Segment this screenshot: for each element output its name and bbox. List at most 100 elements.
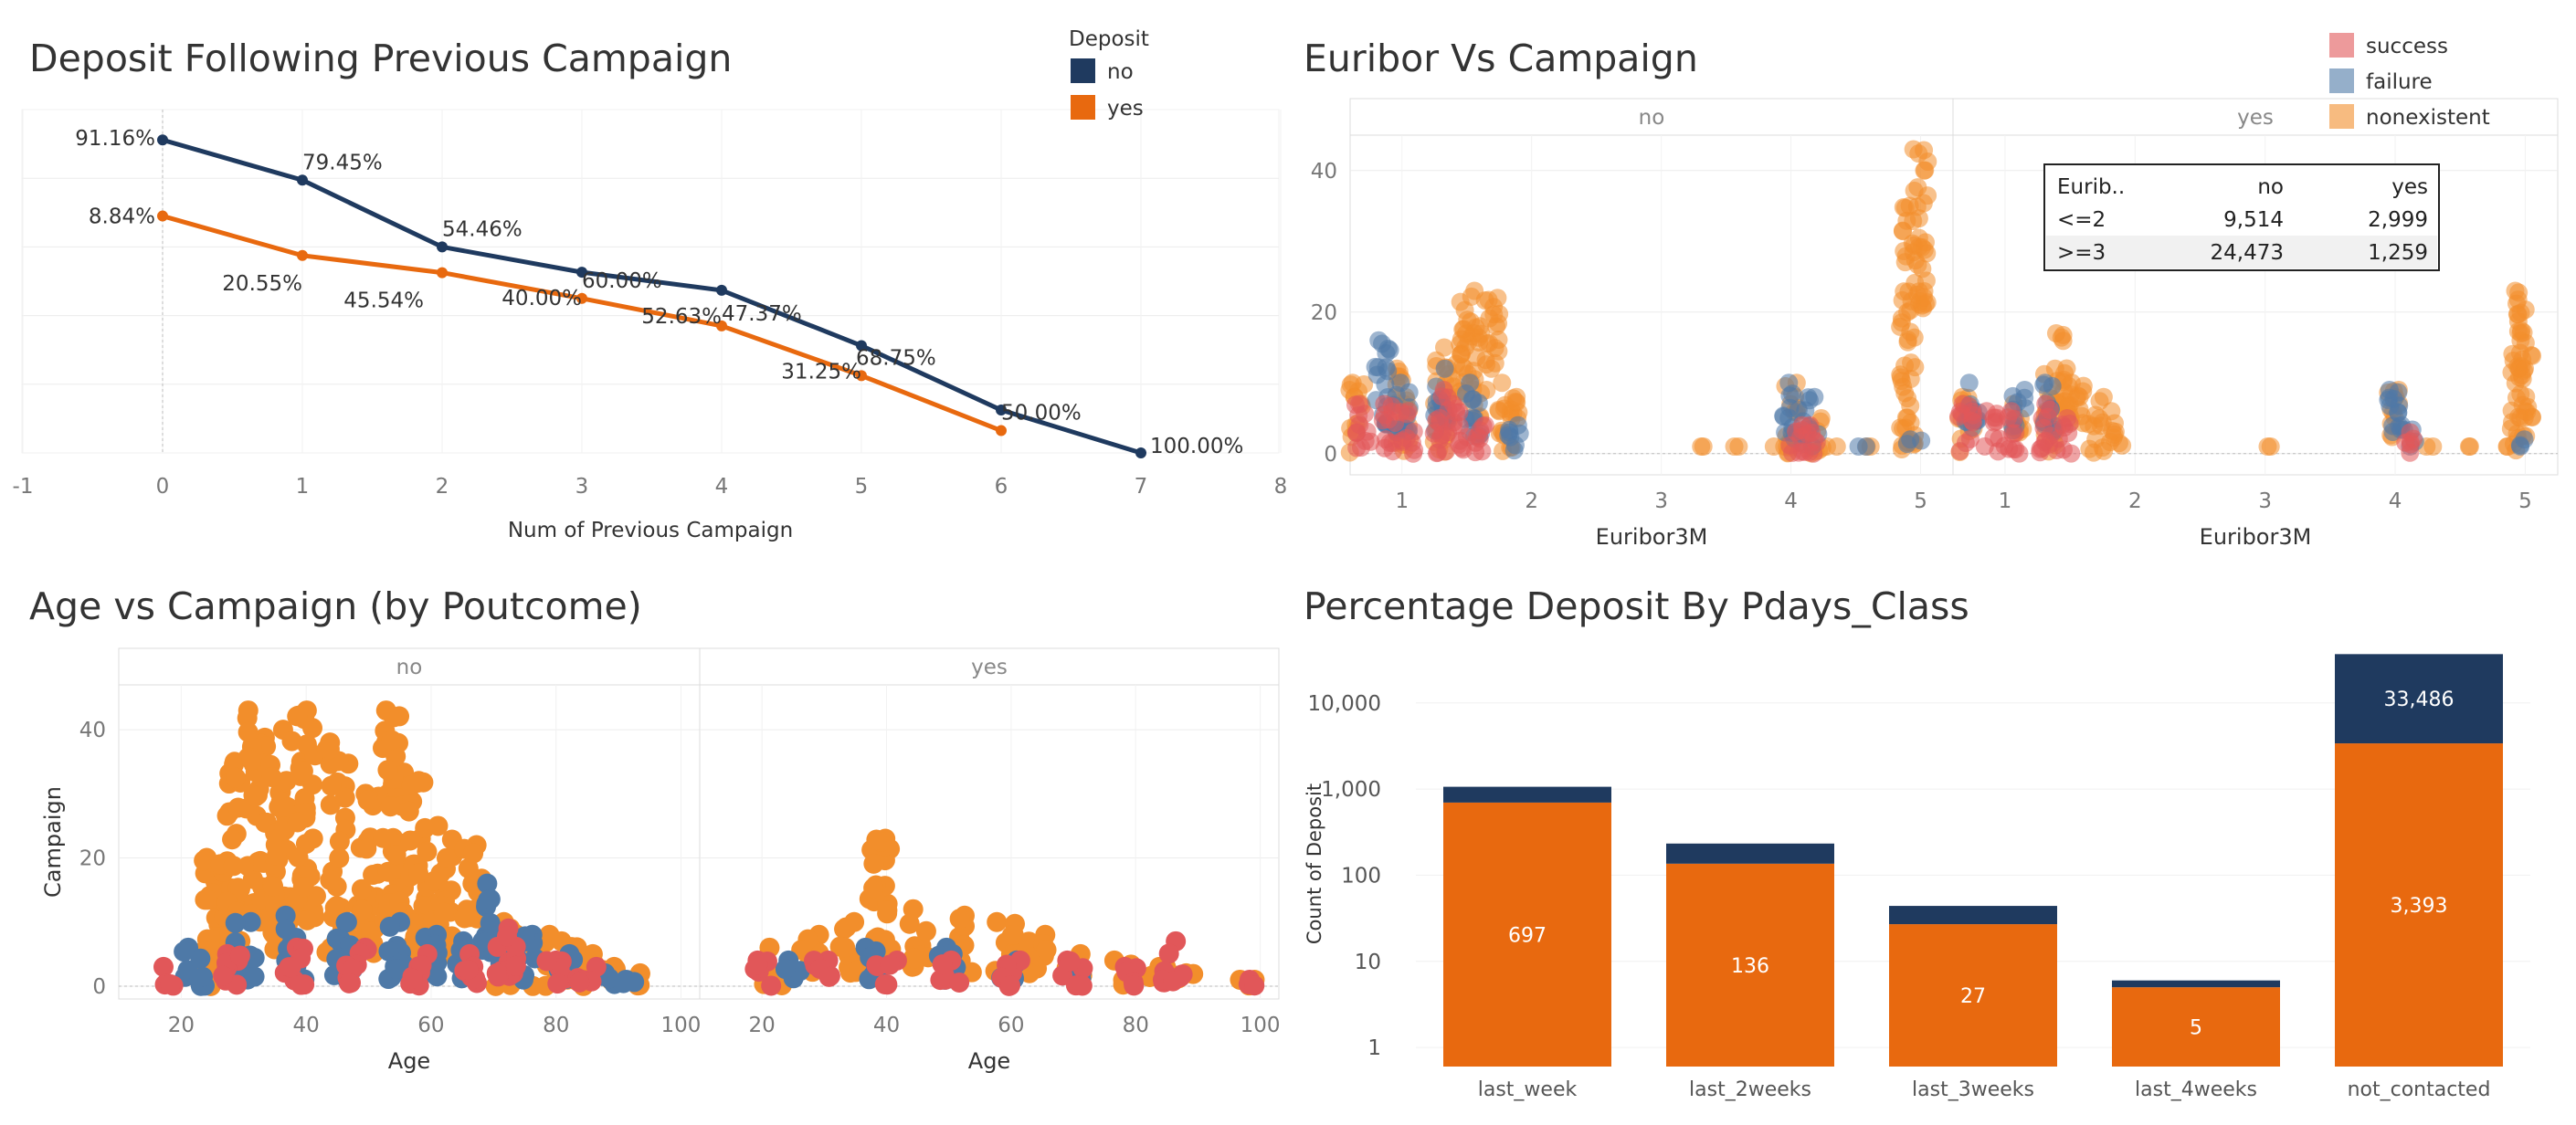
point-success <box>2004 409 2023 428</box>
point-nonexistent <box>1003 924 1024 945</box>
point-success <box>402 968 423 989</box>
point-nonexistent <box>1909 144 1928 163</box>
data-label-yes: 20.55% <box>222 272 302 296</box>
point-success <box>949 972 970 993</box>
point-success <box>2006 440 2025 459</box>
point-nonexistent <box>352 899 373 920</box>
table-cell: 2,999 <box>2368 208 2428 232</box>
point-failure <box>1800 391 1819 410</box>
x-tick-label: 2 <box>436 475 449 499</box>
point-failure <box>1435 359 1454 378</box>
point-nonexistent <box>407 773 428 794</box>
table-cell: 24,473 <box>2211 241 2284 265</box>
point-nonexistent <box>2516 402 2535 421</box>
y-tick-label: 20 <box>1311 301 1337 325</box>
point-nonexistent <box>222 829 243 850</box>
y-tick-label: 10 <box>1355 951 1381 974</box>
point-nonexistent <box>197 889 218 910</box>
x-tick-label: 40 <box>873 1014 900 1037</box>
point-success <box>761 975 782 996</box>
point-nonexistent <box>454 908 475 929</box>
x-tick-label: 100 <box>1240 1014 1281 1037</box>
point-nonexistent <box>413 896 434 917</box>
data-label-no: 40.00% <box>501 287 582 310</box>
point-success <box>880 954 901 975</box>
x-tick-label: 3 <box>2258 489 2272 513</box>
point-failure <box>2379 390 2398 409</box>
point-success <box>874 973 895 994</box>
deposit-line-chart: -1 0 1 2 3 4 5 6 7 8 Num of Previous Campaign 91.16… <box>13 27 1288 542</box>
point-nonexistent <box>2460 437 2479 456</box>
x-tick-label: last_2weeks <box>1689 1078 1811 1101</box>
table-header: Eurib.. <box>2057 175 2125 199</box>
point-nonexistent <box>385 845 406 866</box>
facet-header <box>1952 98 2559 136</box>
chart1-title: Deposit Following Previous Campaign <box>29 37 733 80</box>
point-failure <box>335 912 356 933</box>
bar-no <box>1443 786 1611 803</box>
point-failure <box>2034 375 2053 394</box>
data-label-no: 100.00% <box>1150 435 1243 458</box>
legend-swatch-no <box>1071 58 1095 83</box>
point-success <box>1163 971 1184 992</box>
point-nonexistent <box>1482 359 1501 378</box>
facet-label: no <box>396 656 423 679</box>
point-nonexistent <box>287 706 308 727</box>
point-success <box>505 955 526 976</box>
x-tick-label: 40 <box>293 1014 320 1037</box>
x-axis-title: Age <box>968 1048 1010 1074</box>
x-tick-label: 8 <box>1274 475 1288 499</box>
point-success <box>1431 408 1450 427</box>
point-failure <box>1367 365 1387 384</box>
x-axis-title: Euribor3M <box>1596 524 1708 550</box>
point-success <box>1060 951 1081 972</box>
point-success <box>2062 444 2081 463</box>
x-tick-label: 4 <box>2389 489 2402 513</box>
point-nonexistent <box>287 812 308 833</box>
point-nonexistent <box>357 790 378 811</box>
point-no <box>576 267 587 279</box>
point-nonexistent <box>400 830 421 851</box>
point-failure <box>1380 341 1399 360</box>
point-nonexistent <box>266 845 287 866</box>
point-success <box>1950 442 1969 461</box>
x-tick-label: 20 <box>168 1014 195 1037</box>
point-nonexistent <box>899 913 920 934</box>
legend-label-failure: failure <box>2366 70 2433 94</box>
x-tick-label: 20 <box>749 1014 776 1037</box>
y-tick-label: 100 <box>1341 864 1381 888</box>
x-tick-label: 60 <box>998 1014 1024 1037</box>
point-nonexistent <box>2053 331 2073 351</box>
bar-yes <box>1443 802 1611 1067</box>
point-success <box>1391 403 1410 422</box>
series-line-no <box>162 137 1142 456</box>
point-success <box>2038 407 2057 426</box>
point-nonexistent <box>297 909 318 930</box>
point-nonexistent <box>877 900 898 921</box>
point-success <box>2003 425 2022 444</box>
table-cell: 9,514 <box>2223 208 2284 232</box>
point-nonexistent <box>903 948 924 969</box>
legend-swatch-yes <box>1071 95 1095 120</box>
x-tick-label: -1 <box>13 475 34 499</box>
y-axis-title: Campaign <box>40 786 66 898</box>
bar-yes <box>1666 863 1834 1067</box>
x-tick-label: 2 <box>2128 489 2142 513</box>
x-tick-label: last_4weeks <box>2135 1078 2257 1101</box>
point-yes <box>157 210 168 222</box>
point-nonexistent <box>1909 282 1928 301</box>
point-nonexistent <box>949 909 970 930</box>
point-success <box>1958 396 1978 415</box>
point-failure <box>480 888 501 909</box>
point-success <box>153 956 174 977</box>
point-failure <box>174 941 195 962</box>
point-success <box>1466 443 1485 462</box>
point-nonexistent <box>417 841 438 862</box>
x-tick-label: 7 <box>1135 475 1148 499</box>
bar-no <box>1889 906 2057 925</box>
legend-label-success: success <box>2366 35 2448 58</box>
x-tick-label: 4 <box>715 475 729 499</box>
table-cell: <=2 <box>2057 208 2106 232</box>
point-failure <box>192 966 213 987</box>
legend-swatch-failure <box>2329 68 2354 93</box>
